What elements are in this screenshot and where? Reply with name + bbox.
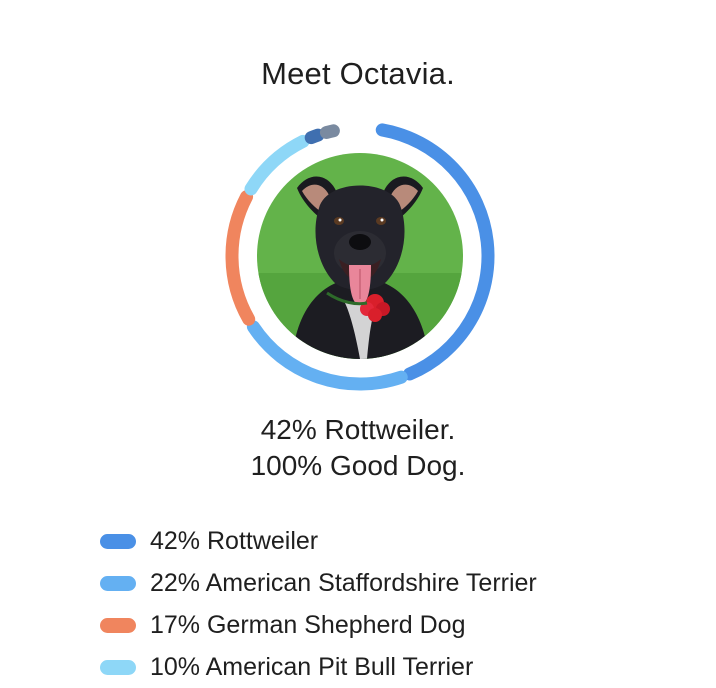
- legend-swatch: [100, 533, 136, 549]
- legend-item: 17% German Shepherd Dog: [100, 604, 700, 646]
- page-title: Meet Octavia.: [261, 56, 455, 91]
- legend-label: 42% Rottweiler: [150, 527, 319, 555]
- legend-item: 22% American Staffordshire Terrier: [100, 562, 700, 604]
- breed-ring-chart: [217, 113, 503, 399]
- tagline-breed: 42% Rottweiler.: [260, 414, 456, 445]
- breed-legend: 42% Rottweiler 22% American Staffordshir…: [100, 520, 700, 688]
- legend-label: 17% German Shepherd Dog: [150, 611, 466, 639]
- dog-illustration: [257, 153, 463, 359]
- tagline-good-dog: 100% Good Dog.: [250, 450, 466, 481]
- legend-swatch: [100, 617, 136, 633]
- legend-swatch: [100, 659, 136, 675]
- ring-segment-5: [304, 128, 325, 145]
- dog-photo: [257, 153, 463, 359]
- legend-item: 42% Rottweiler: [100, 520, 700, 562]
- legend-label: 22% American Staffordshire Terrier: [150, 569, 537, 597]
- legend-swatch: [100, 575, 136, 591]
- ring-segment-6: [319, 124, 340, 139]
- legend-label: 10% American Pit Bull Terrier: [150, 653, 474, 681]
- ring-segment-3: [225, 190, 256, 326]
- legend-item: 10% American Pit Bull Terrier: [100, 646, 700, 688]
- tagline: 42% Rottweiler. 100% Good Dog.: [0, 412, 716, 484]
